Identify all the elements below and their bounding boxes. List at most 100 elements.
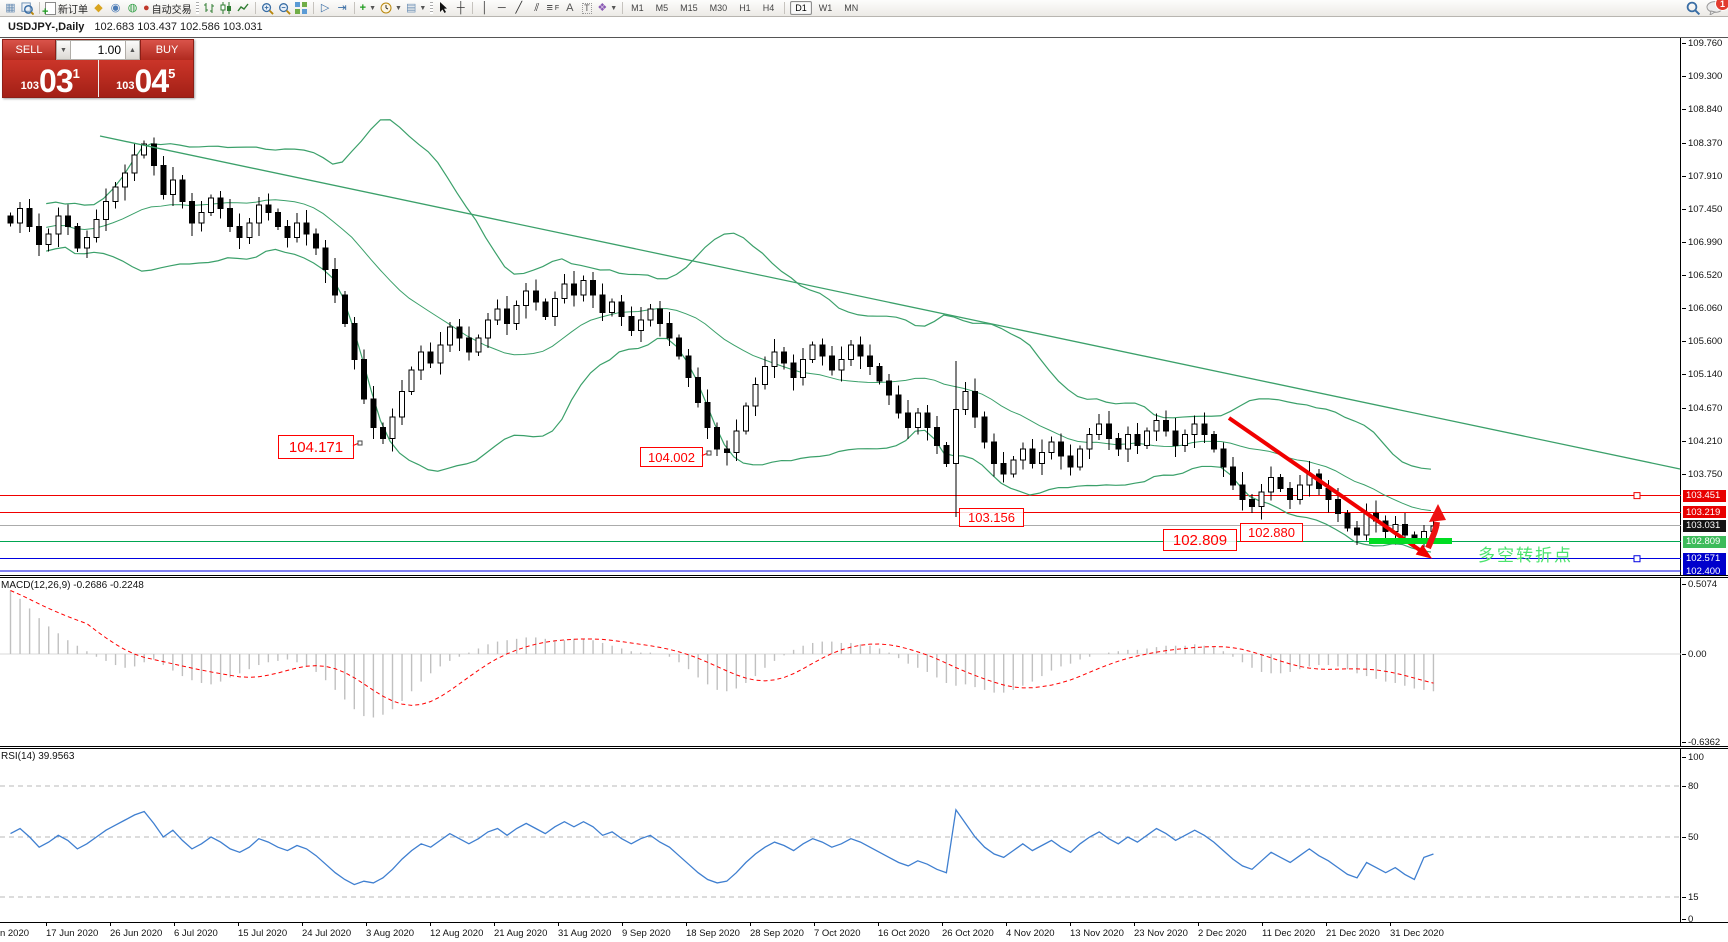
vline-tool-button[interactable]: │ <box>481 1 489 14</box>
zoom-in-button[interactable] <box>259 1 276 16</box>
up-arrow-shaft[interactable] <box>1425 521 1440 550</box>
candle-body <box>389 416 396 439</box>
data-window-icon[interactable] <box>19 1 36 16</box>
periods-button[interactable]: ▼ <box>378 1 404 16</box>
channel-tool-button[interactable]: ⫽ <box>534 1 539 14</box>
auto-scroll-button[interactable]: ▷ <box>320 1 330 14</box>
cursor-tool-button[interactable] <box>435 1 452 16</box>
autotrade-button[interactable]: ● 自动交易 <box>141 1 194 16</box>
candle-body <box>1229 466 1236 486</box>
indicators-button[interactable]: + ▼ <box>359 1 377 14</box>
candle-body <box>1058 441 1064 457</box>
chart-cleanup-button[interactable]: ◆ <box>90 1 107 16</box>
candle-body <box>962 391 969 411</box>
timeframe-m1[interactable]: M1 <box>631 3 644 13</box>
candle-body <box>943 444 950 464</box>
time-axis[interactable]: 8 Jun 2020 17 Jun 2020 26 Jun 2020 6 Jul 20… <box>0 922 1728 942</box>
buy-price-big: 04 <box>134 62 170 99</box>
terminal-button[interactable]: ◉ <box>107 1 124 16</box>
buy-price[interactable]: 103 04 5 <box>98 60 193 99</box>
candle-body <box>676 337 682 357</box>
rsi-canvas[interactable] <box>0 749 1681 922</box>
volume-increase-button[interactable]: ▲ <box>125 40 140 60</box>
bar-chart-mode-button[interactable] <box>201 1 218 16</box>
price-tick-label: 104.210 <box>1688 436 1723 448</box>
buy-button[interactable]: BUY <box>140 40 193 60</box>
date-tick <box>1134 923 1135 926</box>
timeframe-h4[interactable]: H4 <box>762 3 775 13</box>
axis-tick <box>1682 474 1686 476</box>
line-chart-mode-button[interactable] <box>235 1 252 16</box>
macd-pane[interactable]: MACD(12,26,9) -0.2686 -0.2248 0.5074 0.00… <box>0 578 1728 746</box>
candle-body <box>1019 448 1026 461</box>
price-flag-annotation[interactable]: 104.171 <box>278 435 354 459</box>
pane-splitter[interactable] <box>0 746 1728 749</box>
zoom-out-button[interactable] <box>276 1 293 16</box>
signals-button[interactable]: ◍ <box>124 1 141 16</box>
timeframe-m5[interactable]: M5 <box>655 3 669 13</box>
main-chart-window[interactable]: 109.760 109.300 108.840 108.370 107.910 107.4… <box>0 37 1728 576</box>
charts-window-icon[interactable]: ▦ <box>5 1 16 14</box>
search-icon[interactable] <box>1686 1 1700 15</box>
timeframe-m15[interactable]: M15 <box>680 3 698 13</box>
axis-tick <box>1682 441 1686 443</box>
tile-windows-button[interactable] <box>293 1 310 16</box>
timeframe-d1[interactable]: D1 <box>790 1 812 15</box>
rsi-tick-label: 80 <box>1688 781 1699 792</box>
sell-button[interactable]: SELL <box>3 40 56 60</box>
candle-body <box>981 416 988 443</box>
price-level-flag: 103.451 <box>1683 489 1726 502</box>
axis-tick <box>1682 43 1686 44</box>
label-tool-button[interactable]: T <box>582 2 592 14</box>
price-axis[interactable]: 109.760 109.300 108.840 108.370 107.910 107.4… <box>1682 38 1728 575</box>
price-flag-annotation[interactable]: 103.156 <box>959 508 1024 527</box>
crosshair-tool-button[interactable]: ┼ <box>456 1 465 14</box>
timeframe-mn[interactable]: MN <box>844 3 859 13</box>
sell-price[interactable]: 103 03 1 <box>3 60 99 97</box>
descending-trendline[interactable] <box>99 135 1681 470</box>
pane-splitter[interactable] <box>0 575 1728 578</box>
hline-handle[interactable] <box>1633 555 1641 563</box>
candle-body <box>122 172 129 188</box>
candle-body <box>465 337 472 353</box>
candle-body <box>867 355 873 368</box>
macd-canvas[interactable] <box>0 578 1681 746</box>
notifications-button[interactable]: 1 <box>1706 0 1728 15</box>
candle-body <box>1153 419 1160 432</box>
price-flag-annotation[interactable]: 102.880 <box>1240 523 1303 542</box>
axis-tick <box>1682 76 1686 77</box>
candle-body <box>828 355 835 371</box>
volume-input[interactable]: 1.00 <box>71 40 125 60</box>
price-flag-annotation[interactable]: 104.002 <box>640 447 703 467</box>
candle-body <box>284 226 291 238</box>
trendline-tool-button[interactable]: ╱ <box>515 1 523 14</box>
fibonacci-tool-button[interactable]: ≡ F <box>546 1 560 14</box>
new-order-button[interactable]: 新订单 <box>42 1 90 18</box>
broom-icon: ◆ <box>94 1 103 14</box>
price-flag-annotation[interactable]: 102.809 <box>1163 529 1237 551</box>
candle-body <box>991 441 998 464</box>
volume-decrease-button[interactable]: ▼ <box>56 40 71 60</box>
arrows-tool-button[interactable]: ❖ ▼ <box>597 1 618 14</box>
text-tool-button[interactable]: A <box>566 1 574 14</box>
templates-button[interactable]: ▤ ▼ <box>405 1 427 14</box>
red-momentum-trendline[interactable] <box>1227 416 1426 555</box>
candle-body <box>895 394 902 414</box>
timeframe-m30[interactable]: M30 <box>709 3 728 13</box>
macd-tick-label: 0.00 <box>1688 649 1707 660</box>
hline-tool-button[interactable]: ─ <box>497 1 506 14</box>
candle-body <box>637 319 644 332</box>
hline-handle[interactable] <box>1633 492 1641 500</box>
main-plot-area[interactable] <box>0 38 1681 576</box>
candlestick-mode-button[interactable] <box>218 1 235 16</box>
note-annotation[interactable]: 多空转折点 <box>1478 546 1573 565</box>
price-chart-canvas[interactable] <box>0 38 1681 576</box>
rsi-pane[interactable]: RSI(14) 39.9563 100 80 50 15 0 <box>0 749 1728 922</box>
timeframe-h1[interactable]: H1 <box>739 3 751 13</box>
candle-body <box>1029 448 1036 464</box>
support-highlight-bar[interactable] <box>1369 538 1452 544</box>
candle-body <box>1268 477 1275 493</box>
chart-shift-button[interactable]: ⇥ <box>337 1 347 14</box>
timeframe-w1[interactable]: W1 <box>818 3 833 13</box>
autotrade-icon: ● <box>143 1 150 14</box>
